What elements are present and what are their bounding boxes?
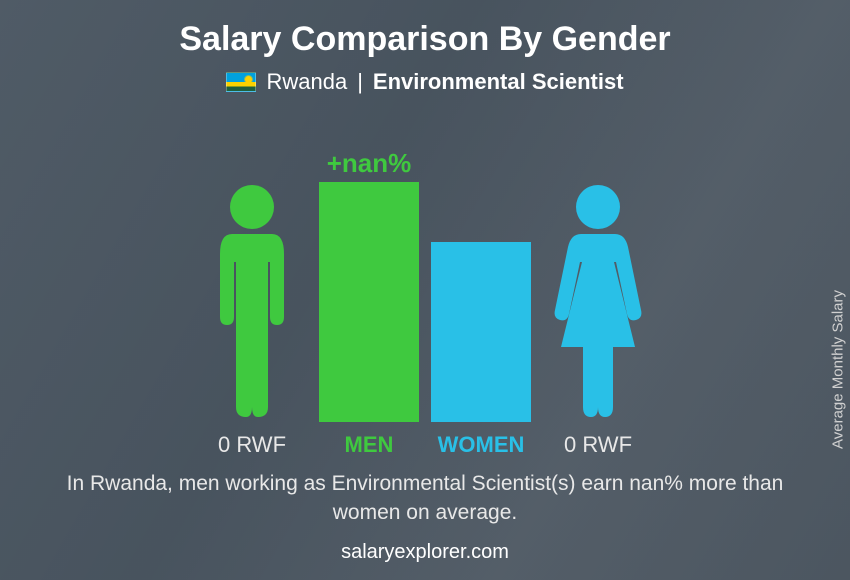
female-icon bbox=[543, 162, 653, 422]
description-text: In Rwanda, men working as Environmental … bbox=[45, 470, 805, 527]
men-icon-column: 0 RWF bbox=[197, 162, 307, 458]
chart-area: 0 RWF +nan% MEN WOMEN 0 RWF bbox=[40, 113, 810, 458]
country-label: Rwanda bbox=[266, 69, 347, 95]
women-icon-column: 0 RWF bbox=[543, 162, 653, 458]
men-diff-label: +nan% bbox=[327, 148, 412, 178]
women-label: WOMEN bbox=[438, 432, 525, 458]
job-label: Environmental Scientist bbox=[373, 69, 624, 95]
rwanda-flag-icon bbox=[226, 72, 256, 92]
women-value: 0 RWF bbox=[564, 432, 632, 458]
men-bar-column: +nan% MEN bbox=[319, 148, 419, 458]
y-axis-label: Average Monthly Salary bbox=[830, 290, 847, 449]
women-bar bbox=[431, 242, 531, 422]
subtitle-separator: | bbox=[357, 69, 363, 95]
women-bar-column: WOMEN bbox=[431, 208, 531, 458]
men-label: MEN bbox=[345, 432, 394, 458]
page-title: Salary Comparison By Gender bbox=[179, 20, 670, 59]
footer-brand: salaryexplorer.com bbox=[341, 541, 509, 564]
subtitle: Rwanda | Environmental Scientist bbox=[226, 69, 623, 95]
infographic-container: Salary Comparison By Gender Rwanda | Env… bbox=[0, 0, 850, 580]
men-value: 0 RWF bbox=[218, 432, 286, 458]
men-bar bbox=[319, 182, 419, 422]
male-icon bbox=[197, 162, 307, 422]
